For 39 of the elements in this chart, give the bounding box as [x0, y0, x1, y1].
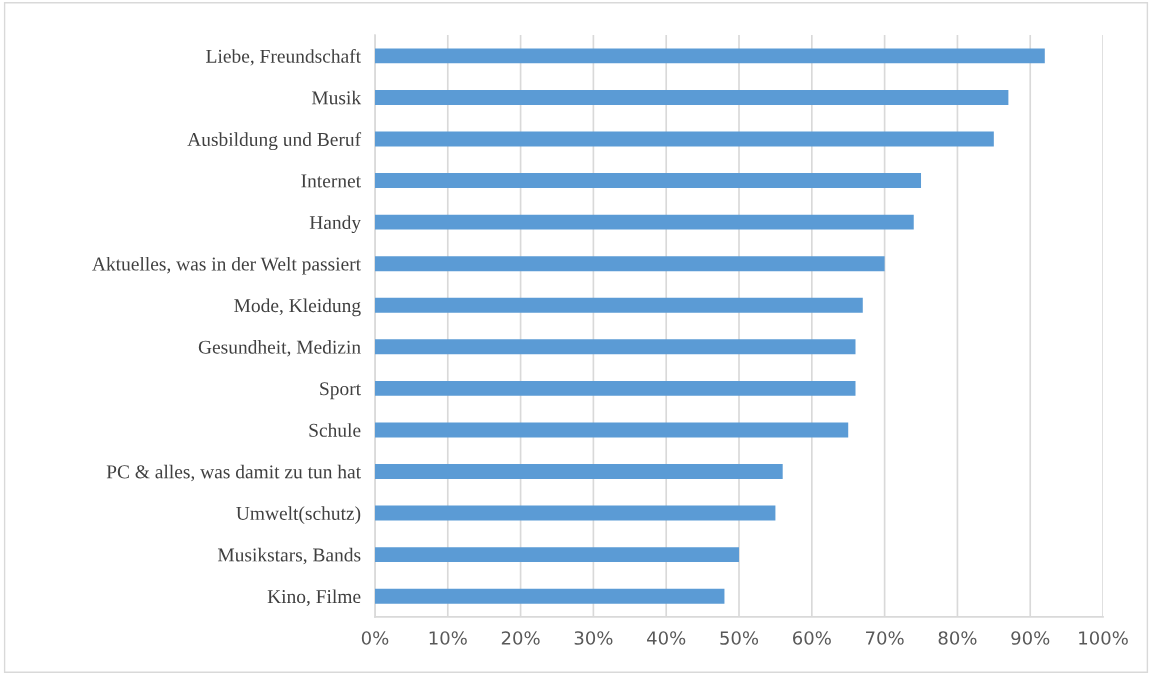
bar: [374, 588, 725, 604]
y-tick-label: PC & alles, was damit zu tun hat: [106, 464, 361, 482]
bar: [374, 380, 856, 396]
x-tick-label: 80%: [938, 631, 977, 645]
y-tick-label: Mode, Kleidung: [234, 298, 361, 317]
y-tick-label: Musik: [311, 90, 362, 105]
y-tick-label: Ausbildung und Beruf: [187, 132, 362, 151]
y-tick-label: Liebe, Freundschaft: [206, 48, 361, 66]
bar: [374, 464, 783, 479]
y-tick-label: Internet: [301, 174, 361, 188]
bar: [374, 339, 856, 355]
x-tick-label: 70%: [866, 631, 904, 645]
y-tick-label: Umwelt(schutz): [236, 506, 361, 524]
x-tick-label: 90%: [1011, 631, 1050, 645]
bar: [374, 89, 1009, 105]
x-tick-label: 20%: [501, 631, 540, 645]
x-tick-label: 30%: [574, 631, 613, 645]
bar: [374, 173, 922, 189]
bar: [374, 505, 776, 521]
bar: [374, 214, 914, 230]
bar: [374, 547, 740, 563]
y-tick-label: Schule: [309, 423, 361, 437]
bar: [374, 131, 994, 147]
y-tick-label: Musikstars, Bands: [217, 547, 361, 565]
y-tick-label: Kino, Filme: [267, 589, 361, 606]
x-tick-label: 40%: [647, 631, 686, 645]
bar: [374, 256, 885, 272]
y-tick-label: Handy: [309, 215, 362, 234]
y-tick-label: Sport: [320, 382, 361, 400]
bar: [374, 297, 863, 313]
x-tick-label: 50%: [720, 631, 759, 645]
bar: [374, 48, 1045, 64]
x-tick-label: 0%: [361, 631, 389, 645]
x-tick-label: 100%: [1079, 631, 1128, 645]
x-tick-label: 10%: [429, 631, 467, 645]
bar: [374, 422, 849, 438]
y-tick-label: Gesundheit, Medizin: [198, 340, 361, 357]
x-tick-label: 60%: [793, 631, 831, 645]
y-tick-label: Aktuelles, was in der Welt passiert: [92, 256, 361, 275]
